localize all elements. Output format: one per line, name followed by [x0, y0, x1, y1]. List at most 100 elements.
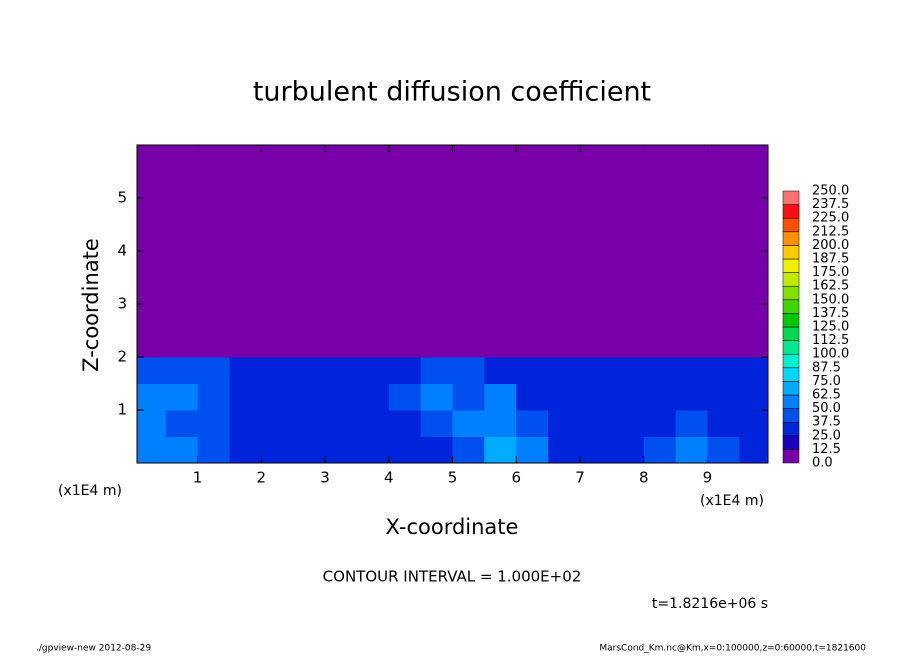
heat-cell: [420, 304, 453, 331]
heat-cell: [611, 410, 645, 437]
footer-left: ./gpview-new 2012-08-29: [36, 644, 151, 654]
heat-cell: [484, 410, 517, 437]
heat-cell: [643, 251, 677, 278]
heat-cell: [137, 383, 167, 411]
y-tick-label: 4: [117, 242, 127, 260]
heat-cell: [293, 383, 326, 411]
heat-cell: [137, 198, 167, 225]
heat-cell: [137, 357, 167, 384]
heat-cell: [516, 198, 549, 225]
y-tick-label: 1: [117, 401, 127, 419]
colorbar-label: 0.0: [812, 456, 833, 471]
colorbar-label: 25.0: [812, 428, 841, 443]
heat-cell: [388, 357, 422, 384]
heat-cell: [197, 171, 230, 199]
heat-cell: [261, 383, 294, 411]
x-tick-label: 1: [193, 469, 203, 487]
x-unit: (x1E4 m): [700, 493, 764, 509]
heat-cell: [548, 330, 581, 358]
plot-area: [137, 145, 768, 463]
heat-cell: [675, 304, 708, 331]
heat-cell: [197, 145, 230, 172]
heat-cell: [197, 224, 230, 252]
heat-cell: [739, 171, 768, 199]
heat-cell: [137, 410, 167, 437]
heat-cell: [261, 410, 294, 437]
heat-cell: [229, 251, 262, 278]
heat-cell: [229, 304, 262, 331]
heat-cell: [325, 145, 358, 172]
heat-cell: [165, 145, 199, 172]
heat-cell: [388, 251, 422, 278]
heat-cell: [611, 277, 645, 305]
heat-cell: [165, 171, 199, 199]
heat-cell: [137, 145, 167, 172]
colorbar-band: [782, 340, 800, 355]
heat-cell: [261, 224, 294, 252]
heat-cell: [356, 198, 390, 225]
heat-cell: [579, 277, 613, 305]
x-tick-label: 3: [320, 469, 330, 487]
heat-cell: [452, 224, 485, 252]
heat-cell: [165, 330, 199, 358]
heat-cell: [579, 145, 613, 172]
heat-cell: [388, 145, 422, 172]
heat-cell: [452, 171, 485, 199]
heat-cell: [516, 357, 549, 384]
heat-cell: [516, 145, 549, 172]
colorbar-label: 250.0: [812, 184, 849, 199]
heat-cell: [484, 304, 517, 331]
colorbar-band: [782, 449, 800, 464]
heat-cell: [293, 145, 326, 172]
heat-cell: [484, 251, 517, 278]
heat-cell: [611, 198, 645, 225]
heat-cell: [325, 330, 358, 358]
heat-cell: [643, 304, 677, 331]
heat-cell: [197, 436, 230, 463]
heat-cell: [579, 436, 613, 463]
heat-cell: [579, 330, 613, 358]
colorbar-band: [782, 285, 800, 301]
heat-cell: [261, 304, 294, 331]
heat-cell: [137, 224, 167, 252]
heat-cell: [165, 436, 199, 463]
heat-cell: [675, 277, 708, 305]
heat-cell: [611, 436, 645, 463]
heat-cell: [356, 410, 390, 437]
heat-cell: [388, 277, 422, 305]
heat-cell: [739, 251, 768, 278]
heat-cell: [420, 198, 453, 225]
heat-cell: [675, 357, 708, 384]
heat-cell: [356, 224, 390, 252]
heat-cell: [325, 171, 358, 199]
y-axis-label: Z-coordinate: [79, 238, 103, 372]
colorbar-label: 237.5: [812, 197, 849, 212]
heat-cell: [707, 410, 740, 437]
heat-cell: [548, 171, 581, 199]
heat-cell: [579, 198, 613, 225]
heat-cell: [675, 330, 708, 358]
heat-cell: [516, 251, 549, 278]
heat-cell: [707, 171, 740, 199]
colorbar-label: 87.5: [812, 360, 841, 375]
heat-cell: [229, 198, 262, 225]
heat-cell: [197, 357, 230, 384]
heat-cell: [388, 171, 422, 199]
colorbar-label: 150.0: [812, 292, 849, 307]
x-tick-label: 9: [703, 469, 713, 487]
heat-cell: [739, 410, 768, 437]
heat-cell: [643, 171, 677, 199]
x-tick-label: 7: [575, 469, 585, 487]
heat-cell: [325, 436, 358, 463]
heat-cell: [675, 224, 708, 252]
colorbar-label: 50.0: [812, 401, 841, 416]
heat-cell: [229, 224, 262, 252]
heat-cell: [165, 304, 199, 331]
colorbar-label: 175.0: [812, 265, 849, 280]
heat-cell: [611, 224, 645, 252]
heat-cell: [548, 224, 581, 252]
y-tick-label: 5: [117, 189, 127, 207]
heat-cell: [452, 383, 485, 411]
heat-cell: [484, 357, 517, 384]
heat-cell: [197, 330, 230, 358]
